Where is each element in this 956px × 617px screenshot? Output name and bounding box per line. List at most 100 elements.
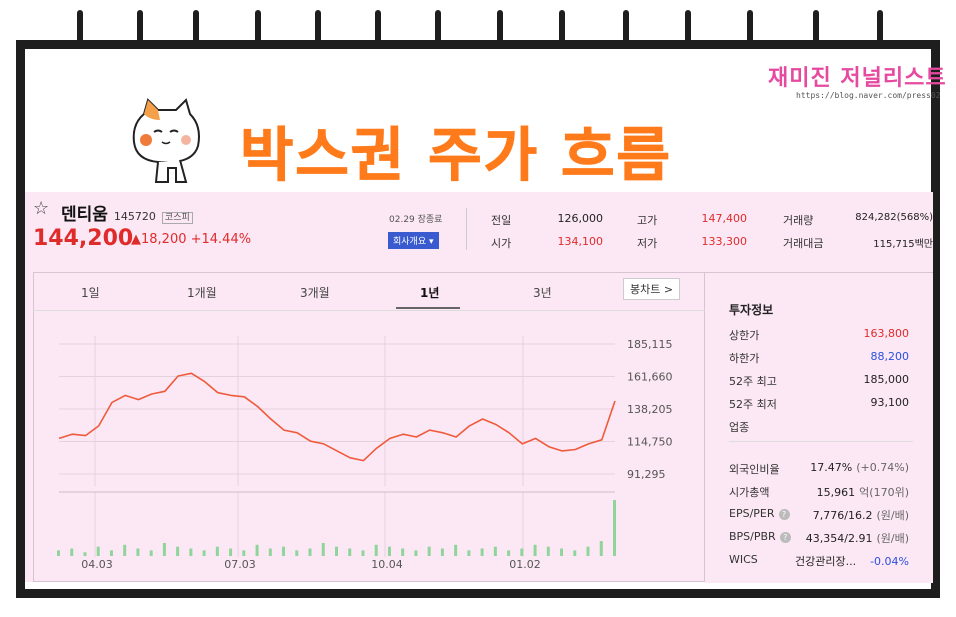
y-tick-label: 91,295 <box>627 468 666 481</box>
stock-code: 145720 <box>113 210 156 223</box>
volume-bar <box>613 500 616 556</box>
high-label: 고가 <box>637 214 658 227</box>
volume-bar <box>176 546 180 556</box>
cat-mascot-icon <box>132 98 200 183</box>
volume-bar <box>123 544 127 556</box>
info-label: 52주 최고 <box>729 375 777 388</box>
low-value: 133,300 <box>701 235 748 248</box>
volume-bar <box>427 546 431 556</box>
volume-bar <box>560 548 564 556</box>
stock-panel: ☆ 덴티움 145720 코스피 144,200 ▲18,200 +14.44% 0… <box>25 192 933 583</box>
volume-bar <box>83 552 87 556</box>
volume-bar <box>96 546 100 556</box>
volume-bar <box>401 548 405 556</box>
volume-bar <box>321 542 325 556</box>
y-tick-label: 161,660 <box>627 371 673 384</box>
open-label: 시가 <box>491 237 512 250</box>
info-label: 상한가 <box>729 329 760 342</box>
info-value-main: 7,776/16.2 <box>812 509 873 522</box>
market-badge: 코스피 <box>161 212 193 224</box>
info-label: 업종 <box>729 421 750 434</box>
volume-bar <box>242 550 246 556</box>
volume-bar <box>215 546 219 556</box>
volume-bar <box>335 546 338 556</box>
info-label: WICS <box>729 553 758 566</box>
volume-bar <box>546 546 550 556</box>
volume-bar <box>57 550 60 556</box>
price-change: ▲18,200 +14.44% <box>131 232 252 247</box>
volume-bar <box>414 550 418 556</box>
low-label: 저가 <box>637 237 658 250</box>
volume-bar <box>162 542 166 556</box>
volume-bar <box>467 550 471 556</box>
info-value: 17.47% (+0.74%) <box>810 461 909 474</box>
info-value-main: 건강관리장... <box>794 555 857 568</box>
volume-bar <box>229 548 233 556</box>
info-label: 52주 최저 <box>729 398 777 411</box>
candle-chart-button[interactable]: 봉차트 > <box>623 278 681 300</box>
amount-value: 115,715백만 <box>873 239 933 250</box>
info-value: 43,354/2.91 (원/배) <box>806 530 909 546</box>
y-tick-label: 138,205 <box>627 403 673 416</box>
volume-bar <box>533 544 537 556</box>
tab-3month[interactable]: 3개월 <box>300 286 330 300</box>
stock-header: 덴티움 145720 코스피 <box>41 200 193 225</box>
open-value: 134,100 <box>557 235 604 248</box>
info-label: BPS/PBR? <box>729 530 791 543</box>
price-series-line <box>58 372 616 462</box>
help-icon[interactable]: ? <box>779 532 791 543</box>
y-tick-label: 185,115 <box>627 338 673 351</box>
volume-bar <box>507 550 511 556</box>
tab-1day[interactable]: 1일 <box>81 286 100 300</box>
info-value-extra: (원/배) <box>876 532 909 545</box>
tab-1month[interactable]: 1개월 <box>187 286 217 300</box>
divider <box>466 208 467 250</box>
tab-1year[interactable]: 1년 <box>420 286 440 300</box>
help-icon[interactable]: ? <box>778 509 790 520</box>
info-label: 하한가 <box>729 352 760 365</box>
market-time: 02.29 장종료 <box>389 215 443 225</box>
volume-bar <box>493 546 497 556</box>
y-tick-label: 114,750 <box>627 436 673 449</box>
info-label: 시가총액 <box>729 486 770 499</box>
x-tick-label: 10.04 <box>371 558 403 571</box>
volume-bar <box>70 548 74 556</box>
invest-info-title: 투자정보 <box>729 303 774 317</box>
volume-bar <box>573 550 577 556</box>
volume-bar <box>374 544 378 556</box>
volume-bar <box>282 546 286 556</box>
info-value-main: 15,961 <box>816 486 856 499</box>
favorite-star-icon[interactable]: ☆ <box>33 198 50 219</box>
info-value: 88,200 <box>870 350 910 363</box>
divider <box>729 441 913 442</box>
brand-logo: 재미진 저널리스트 <box>768 66 947 91</box>
prev-close-label: 전일 <box>491 214 512 227</box>
volume-bar <box>440 548 444 556</box>
volume-bar <box>136 548 140 556</box>
volume-bar <box>387 546 391 556</box>
volume-bar <box>348 548 352 556</box>
invest-info-panel: 투자정보 상한가 163,800 하한가 88,200 52주 최고 185,000 52주… <box>705 272 933 583</box>
info-value: 건강관리장... -0.04% <box>795 553 909 569</box>
volume-bar <box>599 541 603 556</box>
volume-bar <box>109 550 113 556</box>
info-value: 163,800 <box>863 327 910 340</box>
price-chart[interactable]: 185,115 161,660 138,205 114,750 91,295 04.03 0… <box>25 192 705 582</box>
prev-close-value: 126,000 <box>557 212 604 225</box>
x-tick-label: 01.02 <box>509 558 541 571</box>
volume-bar <box>268 548 272 556</box>
info-value-main: 17.47% <box>810 461 853 474</box>
volume-bar <box>189 548 193 556</box>
info-value-extra: (원/배) <box>876 509 909 522</box>
info-value-main: 43,354/2.91 <box>805 532 873 545</box>
stock-name[interactable]: 덴티움 <box>61 205 108 225</box>
x-tick-label: 07.03 <box>224 558 256 571</box>
volume-bar <box>480 548 484 556</box>
volume-bar <box>520 548 524 556</box>
company-overview-button[interactable]: 회사개요 ▾ <box>388 232 439 249</box>
divider <box>33 310 705 311</box>
info-value: 7,776/16.2 (원/배) <box>813 507 909 523</box>
info-value-extra: 억(170위) <box>859 486 909 499</box>
volume-bar <box>308 548 312 556</box>
tab-3year[interactable]: 3년 <box>533 286 552 300</box>
